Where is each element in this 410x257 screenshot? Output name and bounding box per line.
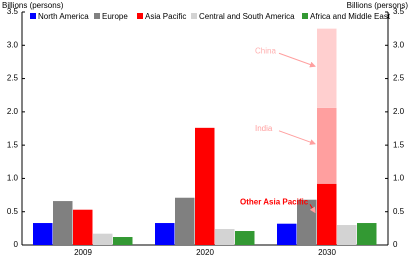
segment-annotation: Other Asia Pacific (240, 197, 309, 206)
y-axis-label: Billions (persons) (2, 1, 64, 10)
legend-label: Europe (102, 12, 128, 21)
y-tick-label: 2.0 (7, 107, 19, 116)
y2-axis-label: Billions (persons) (347, 1, 409, 10)
segment-annotation: India (255, 124, 273, 133)
bar (73, 209, 93, 245)
bar (337, 225, 357, 245)
y2-tick-label: 3.5 (393, 7, 405, 16)
bar (215, 229, 235, 245)
legend-label: Central and South America (199, 12, 295, 21)
bar (357, 223, 377, 245)
x-tick-label: 2009 (74, 248, 92, 257)
bar (93, 233, 113, 245)
bar (53, 201, 73, 245)
y2-tick-label: 2.5 (393, 74, 405, 83)
legend-label: Asia Pacific (145, 12, 186, 21)
x-tick-label: 2020 (196, 248, 214, 257)
y2-tick-label: 3.0 (393, 40, 405, 49)
y2-tick-label: 0 (393, 240, 398, 249)
y-tick-label: 3.5 (7, 7, 19, 16)
bar (195, 127, 215, 245)
bar (33, 223, 53, 245)
legend-swatch (30, 13, 36, 19)
legend-swatch (94, 13, 100, 19)
bar (297, 199, 317, 245)
bar (113, 237, 133, 245)
bar (235, 231, 255, 245)
x-tick-label: 2030 (318, 248, 336, 257)
segment-annotation: China (255, 46, 276, 55)
y2-tick-label: 1.0 (393, 174, 405, 183)
legend-swatch (191, 13, 197, 19)
y2-tick-label: 0.5 (393, 207, 405, 216)
bar (155, 223, 175, 245)
y-tick-label: 1.0 (7, 174, 19, 183)
y-tick-label: 3.0 (7, 40, 19, 49)
y-tick-label: 0.5 (7, 207, 19, 216)
bar (277, 223, 297, 245)
bar (175, 197, 195, 245)
legend-swatch (302, 13, 308, 19)
legend-label: North America (38, 12, 89, 21)
bar-segment (317, 107, 337, 184)
y-tick-label: 0 (14, 240, 19, 249)
y2-tick-label: 2.0 (393, 107, 405, 116)
bar-segment (317, 28, 337, 108)
annotation-arrow (309, 204, 316, 214)
legend-label: Africa and Middle East (310, 12, 391, 21)
annotation-arrow (278, 130, 316, 145)
legend-swatch (137, 13, 143, 19)
bar-segment (317, 183, 337, 245)
y-tick-label: 1.5 (7, 140, 19, 149)
y2-tick-label: 1.5 (393, 140, 405, 149)
annotation-arrow (278, 52, 316, 68)
y-tick-label: 2.5 (7, 74, 19, 83)
